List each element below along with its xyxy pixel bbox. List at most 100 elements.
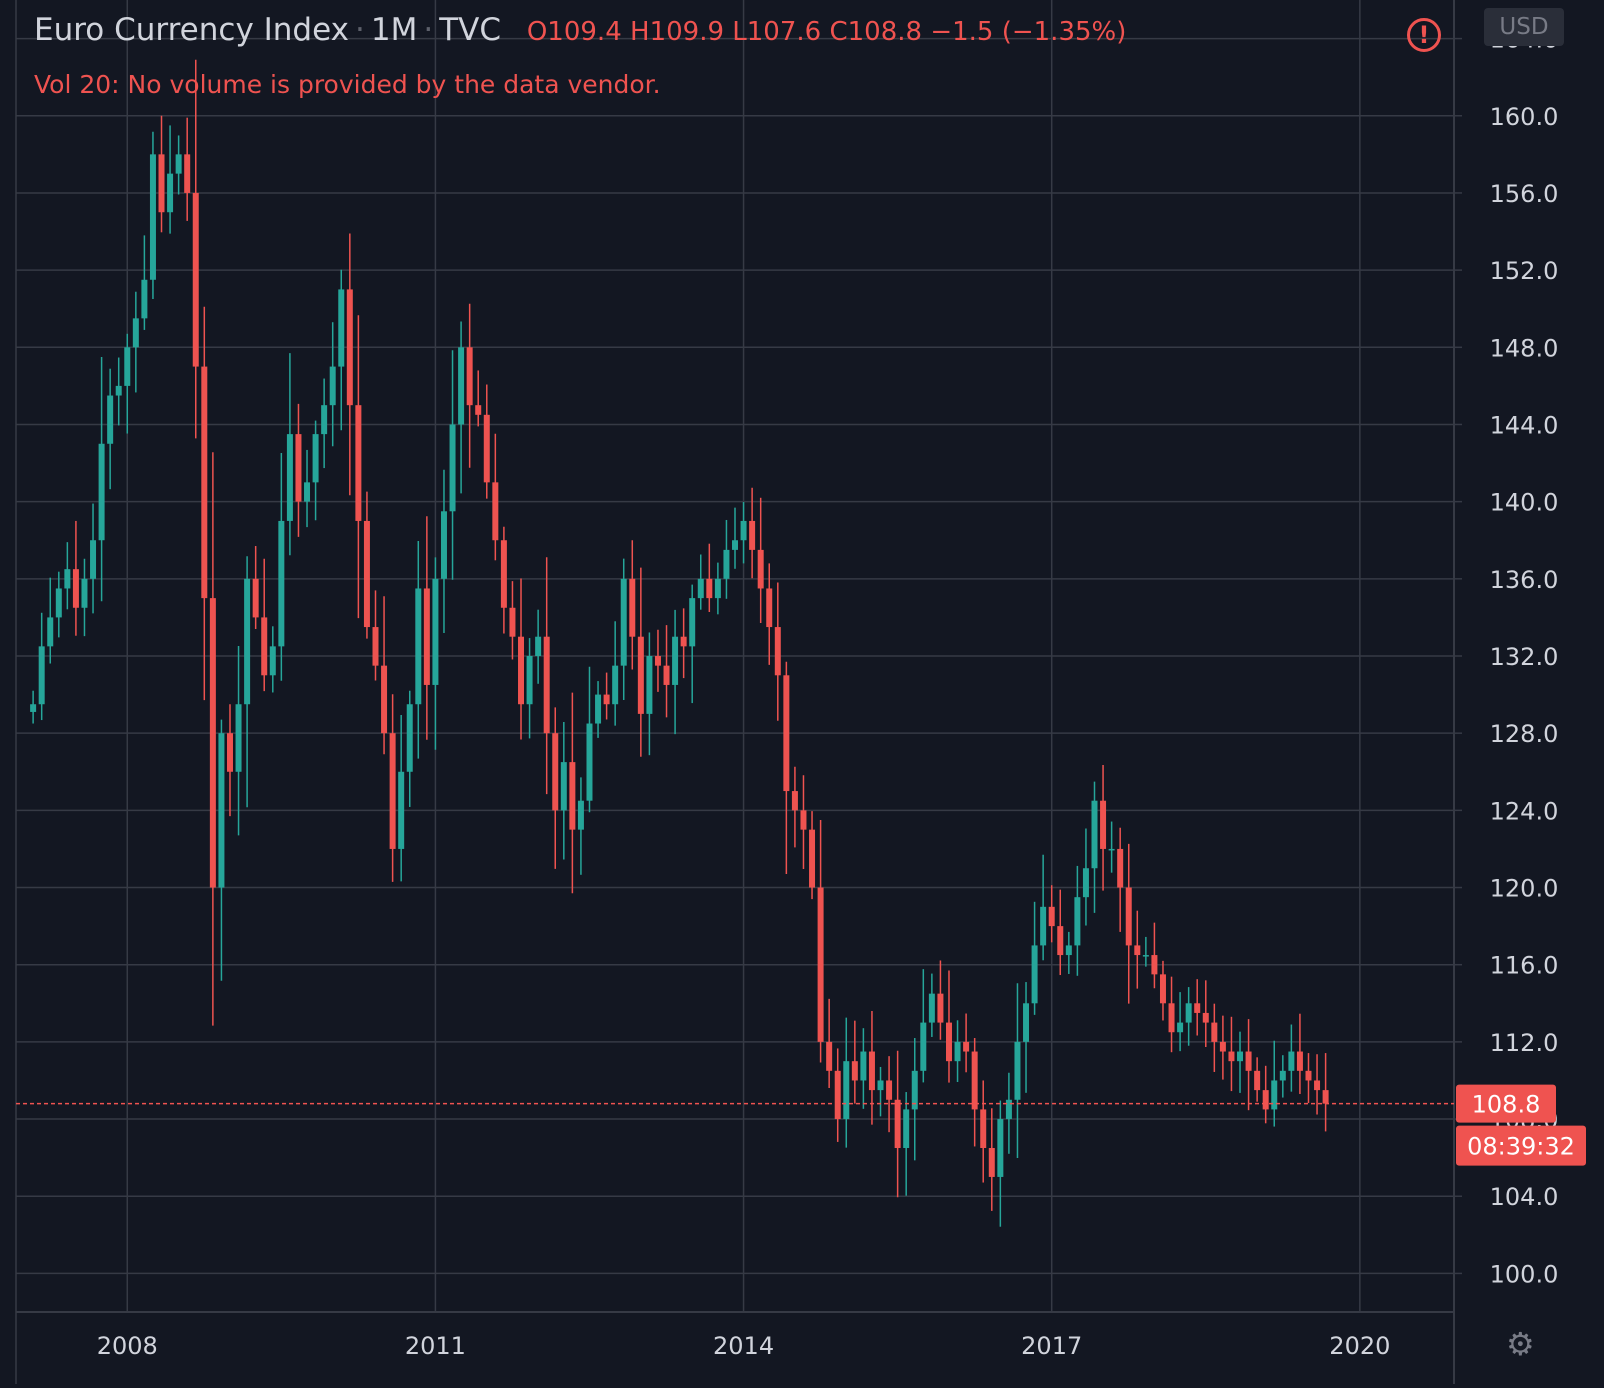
- candle-body: [1245, 1051, 1252, 1071]
- candle-body: [560, 762, 567, 811]
- candle-body: [329, 366, 336, 406]
- legend-header: Euro Currency Index · 1M · TVC O109.4 H109.9…: [34, 12, 1126, 48]
- candle-body: [714, 578, 721, 599]
- candle-body: [783, 675, 790, 792]
- candle-body: [415, 588, 422, 705]
- candle-body: [834, 1070, 841, 1120]
- candle-body: [286, 434, 293, 521]
- y-tick-label: 104.0: [1490, 1183, 1559, 1211]
- candle-body: [843, 1061, 850, 1120]
- candle-body: [1202, 1012, 1209, 1023]
- candle-body: [732, 540, 738, 550]
- candle-body: [826, 1041, 833, 1071]
- candle-body: [1108, 848, 1115, 851]
- candle-body: [766, 588, 773, 628]
- candle-body: [886, 1080, 893, 1100]
- x-tick-label: 2017: [1021, 1332, 1082, 1360]
- candle-body: [740, 520, 747, 541]
- candle-body: [535, 636, 542, 656]
- candle-body: [1117, 848, 1124, 888]
- interval-label[interactable]: 1M: [370, 12, 418, 48]
- candle-body: [1237, 1051, 1244, 1062]
- candle-body: [1296, 1051, 1303, 1071]
- y-tick-label: 152.0: [1490, 257, 1559, 285]
- y-tick-label: 140.0: [1490, 489, 1559, 517]
- candle-body: [791, 791, 798, 811]
- candle-body: [595, 694, 602, 724]
- countdown-label: 08:39:32: [1467, 1133, 1575, 1161]
- x-tick-label: 2020: [1329, 1332, 1390, 1360]
- candle-body: [1228, 1051, 1235, 1062]
- candle-body: [963, 1041, 970, 1052]
- candle-body: [1305, 1070, 1312, 1081]
- candle-body: [389, 733, 396, 849]
- separator-dot: ·: [354, 12, 365, 48]
- high-value: H109.9: [630, 17, 724, 47]
- y-tick-label: 124.0: [1490, 797, 1559, 825]
- candle-body: [1314, 1080, 1321, 1091]
- last-price-label: 108.8: [1472, 1091, 1541, 1119]
- low-value: L107.6: [732, 17, 822, 47]
- candle-body: [851, 1061, 858, 1081]
- candle-body: [672, 636, 679, 685]
- candle-body: [809, 829, 816, 888]
- x-tick-label: 2014: [713, 1332, 774, 1360]
- y-tick-label: 112.0: [1490, 1029, 1559, 1057]
- candle-body: [1074, 897, 1081, 946]
- candle-body: [903, 1109, 910, 1148]
- candle-body: [877, 1080, 884, 1091]
- ohlc-values: O109.4 H109.9 L107.6 C108.8 −1.5 (−1.35%…: [527, 17, 1127, 47]
- candle-body: [192, 192, 199, 367]
- close-value: C108.8: [829, 17, 923, 47]
- candle-body: [47, 617, 54, 647]
- candle-body: [518, 636, 525, 705]
- candle-body: [1125, 887, 1132, 946]
- candle-body: [1082, 868, 1089, 898]
- candle-body: [244, 578, 251, 705]
- candle-body: [603, 694, 610, 705]
- y-tick-label: 144.0: [1490, 411, 1559, 439]
- candle-body: [577, 800, 584, 830]
- symbol-name[interactable]: Euro Currency Index: [34, 12, 349, 48]
- candle-body: [363, 520, 370, 628]
- candle-body: [90, 540, 97, 579]
- candle-body: [295, 434, 302, 502]
- candle-body: [321, 405, 328, 435]
- candle-body: [500, 540, 507, 608]
- candle-body: [1065, 945, 1072, 956]
- candle-body: [167, 173, 174, 213]
- candle-body: [1100, 800, 1107, 849]
- candle-body: [1057, 926, 1064, 956]
- candle-body: [1005, 1099, 1012, 1120]
- candle-body: [911, 1070, 918, 1110]
- y-tick-label: 116.0: [1490, 952, 1559, 980]
- candle-body: [543, 636, 550, 734]
- candle-body: [526, 656, 533, 705]
- candle-body: [937, 993, 944, 1023]
- candle-body: [774, 627, 781, 676]
- candle-body: [98, 443, 105, 541]
- candle-body: [226, 733, 233, 772]
- candle-body: [1185, 1003, 1192, 1023]
- currency-badge[interactable]: USD: [1484, 8, 1564, 46]
- candle-body: [158, 154, 165, 213]
- x-tick-label: 2011: [405, 1332, 466, 1360]
- candle-body: [338, 289, 345, 367]
- open-value: O109.4: [526, 17, 622, 47]
- y-tick-label: 100.0: [1490, 1260, 1559, 1288]
- candle-body: [586, 723, 593, 801]
- candle-body: [209, 598, 216, 888]
- gear-icon[interactable]: ⚙: [1506, 1325, 1535, 1363]
- candle-body: [175, 154, 182, 174]
- candle-body: [569, 762, 576, 830]
- exclamation-circle-icon[interactable]: !: [1407, 18, 1441, 52]
- candle-body: [81, 578, 88, 608]
- y-tick-label: 120.0: [1490, 875, 1559, 903]
- candle-body: [945, 1022, 952, 1062]
- candle-body: [706, 578, 713, 599]
- candle-body: [637, 636, 644, 714]
- y-tick-label: 148.0: [1490, 334, 1559, 362]
- candle-body: [612, 665, 619, 705]
- candle-body: [1288, 1051, 1295, 1071]
